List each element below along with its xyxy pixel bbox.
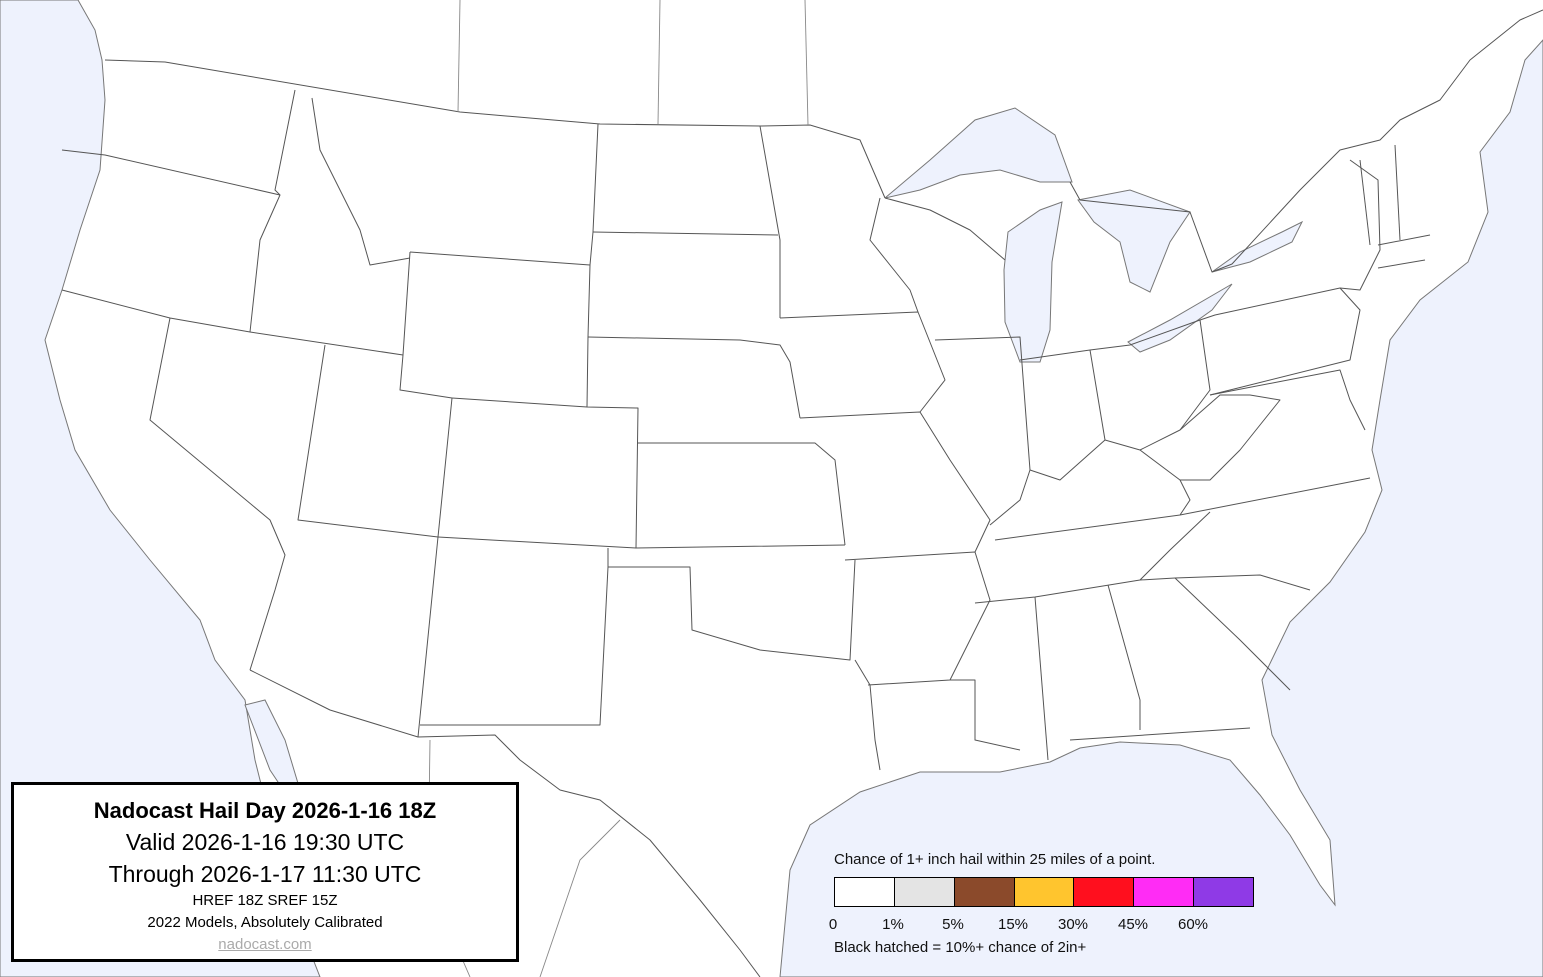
calibration-note: 2022 Models, Absolutely Calibrated [147,914,383,931]
legend-swatch [1014,878,1075,906]
legend-color-bar [834,877,1254,907]
gulf-and-atlantic [779,39,1543,977]
wa-id [249,89,296,333]
sd-ne [587,336,801,419]
tx-nm [420,566,609,726]
legend-swatch [1194,878,1254,906]
lake-erie [1127,283,1233,353]
wy-west [399,251,453,399]
state-borders [61,0,1543,977]
lake-huron [1077,189,1191,293]
pa [1199,287,1361,396]
ms-al [1034,596,1049,761]
legend-label: 30% [1057,916,1089,933]
legend-label: 0 [828,916,838,933]
canada-border-east [1069,9,1543,273]
mo-ia [799,411,991,553]
legend-label: 1% [882,916,904,933]
id-mt [311,97,411,266]
ct-ri [1377,259,1426,269]
legend-labels: 0 1% 5% 15% 30% 45% 60% [803,916,1223,933]
canada-province-lines [457,0,461,113]
legend-swatch [894,878,955,906]
sc-nc [1139,574,1311,591]
legend-swatch [835,878,895,906]
nv-west [149,317,286,671]
ma [1377,234,1431,246]
al-ga [1107,584,1141,730]
tx-la [854,659,881,771]
lake-superior [884,107,1073,199]
ga-sc [1174,577,1291,691]
valid-time: Valid 2026-1-16 19:30 UTC [125,829,405,855]
ar [844,551,991,686]
nh-me [1394,144,1401,241]
co-nm [437,536,846,549]
wa-or [61,149,281,196]
wy-co [451,397,639,549]
map-title: Nadocast Hail Day 2026-1-16 18Z [93,798,437,823]
canada-border [104,59,886,199]
fl-line [1069,727,1251,741]
legend: Chance of 1+ inch hail within 25 miles o… [829,851,1254,956]
model-runs: HREF 18Z SREF 15Z [192,892,338,909]
wv [1179,394,1281,481]
lake-ontario [1211,220,1304,273]
nadocast-link[interactable]: nadocast.com [218,936,312,953]
nv-ut [297,344,439,538]
legend-swatch [954,878,1015,906]
vt-nh [1359,159,1371,246]
legend-label: 45% [1117,916,1149,933]
il [934,336,1031,526]
through-time: Through 2026-1-17 11:30 UTC [108,861,422,887]
title-box: Nadocast Hail Day 2026-1-16 18Z Valid 20… [11,782,519,962]
nd-sd [592,231,779,236]
ky-east [1139,449,1191,516]
tn-south [974,511,1211,604]
in [1019,349,1106,481]
mexico-border [249,669,761,977]
md [1209,369,1366,431]
legend-note: Black hatched = 10%+ chance of 2in+ [834,939,1087,956]
la-ms [950,679,1021,751]
legend-swatch [1134,878,1195,906]
ok [607,548,856,661]
legend-caption: Chance of 1+ inch hail within 25 miles o… [834,851,1156,868]
ia-mn [779,311,946,413]
wi-mi [884,197,1006,261]
or-south [61,289,404,356]
ut-co [417,397,453,738]
ne-ks [638,442,846,546]
mt-south [409,251,591,266]
mn-west [759,125,781,318]
mn-wi [869,197,919,313]
legend-label: 5% [942,916,964,933]
legend-label: 60% [1177,916,1209,933]
ky-tn [994,477,1371,541]
legend-label: 15% [997,916,1029,933]
ny [1339,159,1381,291]
lake-michigan [1003,201,1063,363]
mt-nd [586,123,599,408]
legend-swatch [1074,878,1135,906]
